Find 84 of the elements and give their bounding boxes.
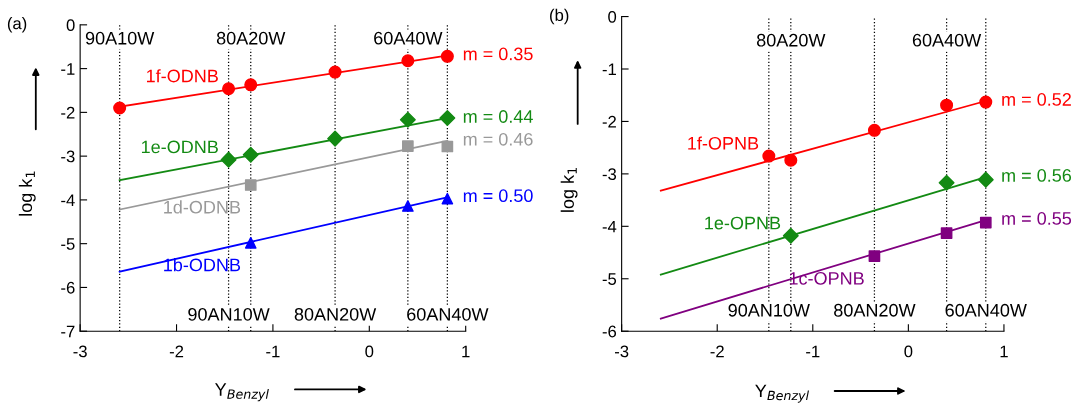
point — [439, 110, 456, 127]
x-tick-label: -3 — [73, 345, 87, 358]
point — [940, 227, 953, 239]
point — [244, 179, 257, 191]
point — [441, 192, 454, 205]
annotation: 80AN20W — [294, 307, 377, 321]
annotation: 60A40W — [374, 31, 443, 45]
series-label: 1f-OPNB — [688, 136, 759, 150]
annotation: m = 0.55 — [1002, 212, 1072, 225]
y-tick-label: -3 — [61, 150, 75, 163]
point — [244, 78, 258, 92]
point — [402, 200, 414, 212]
x-tick-label: 0 — [904, 345, 913, 358]
x-tick-label: 0 — [365, 345, 374, 358]
point — [868, 250, 881, 263]
series-label: 1e-ODNB — [141, 140, 218, 154]
series-label: 1f-ODNB — [147, 69, 218, 83]
x-tick-label: 1 — [1000, 345, 1008, 358]
annotation: 80A20W — [216, 31, 286, 45]
series-label: 1d-ODNB — [164, 200, 241, 214]
y-tick-label: -5 — [602, 273, 617, 285]
point — [401, 54, 415, 68]
point — [784, 153, 798, 167]
y-axis-title: log k$_{1}$ — [560, 167, 578, 212]
annotation: m = 0.44 — [463, 110, 533, 123]
annotation: m = 0.46 — [463, 132, 533, 146]
y-tick-label: -4 — [602, 220, 617, 233]
point — [327, 130, 344, 147]
annotation: 60AN40W — [407, 307, 489, 321]
point — [113, 101, 127, 115]
point — [979, 216, 992, 229]
series-label: 1b-ODNB — [164, 258, 241, 272]
point — [399, 111, 416, 128]
annotation: 80AN20W — [834, 303, 916, 317]
y-tick-label: -3 — [602, 168, 617, 181]
point — [440, 49, 454, 63]
x-tick-label: -1 — [266, 345, 280, 358]
annotation: 80A20W — [756, 33, 826, 47]
point — [782, 227, 799, 244]
point — [979, 95, 993, 109]
x-tick-label: -2 — [169, 345, 184, 358]
y-tick-label: -7 — [61, 325, 75, 338]
point — [441, 140, 454, 153]
y-tick-label: -2 — [602, 115, 616, 128]
y-tick-label: -6 — [61, 281, 75, 294]
point — [402, 140, 414, 152]
point — [867, 123, 881, 137]
y-axis-title: log k$_{1}$ — [18, 171, 36, 216]
point — [328, 65, 342, 79]
y-tick-label: 0 — [66, 19, 75, 32]
y-tick-label: -5 — [61, 238, 75, 250]
x-tick-label: -1 — [806, 345, 820, 358]
chart-title: (b) — [550, 8, 569, 25]
annotation: m = 0.52 — [1002, 93, 1071, 106]
x-axis-title: Y$_{Benzyl}$ — [755, 384, 809, 403]
series-label: 1c-OPNB — [789, 271, 864, 285]
y-tick-label: -1 — [602, 63, 616, 76]
annotation: m = 0.56 — [1002, 169, 1072, 182]
x-tick-label: -2 — [710, 345, 724, 358]
point — [220, 151, 237, 168]
annotation: 60A40W — [912, 33, 982, 47]
point — [762, 149, 776, 163]
y-tick-label: 0 — [608, 10, 617, 23]
point — [222, 82, 236, 96]
annotation: m = 0.50 — [463, 189, 533, 203]
point — [242, 146, 259, 163]
y-tick-label: -4 — [61, 194, 75, 206]
annotation: 90A10W — [85, 31, 155, 45]
y-tick-label: -6 — [602, 325, 617, 338]
annotation: 90AN10W — [728, 303, 810, 317]
point — [977, 171, 994, 188]
y-tick-label: -1 — [61, 63, 75, 75]
point — [940, 98, 954, 112]
point — [244, 236, 257, 249]
x-tick-label: -3 — [614, 345, 629, 358]
y-tick-label: -2 — [61, 106, 75, 119]
annotation: 60AN40W — [945, 303, 1027, 317]
x-tick-label: 1 — [462, 345, 470, 358]
x-axis-title: Y$_{Benzyl}$ — [215, 383, 269, 402]
annotation: m = 0.35 — [463, 47, 533, 61]
annotation: 90AN10W — [188, 307, 270, 321]
chart-title: (a) — [7, 17, 27, 33]
series-label: 1e-OPNB — [705, 216, 781, 230]
point — [938, 174, 955, 191]
